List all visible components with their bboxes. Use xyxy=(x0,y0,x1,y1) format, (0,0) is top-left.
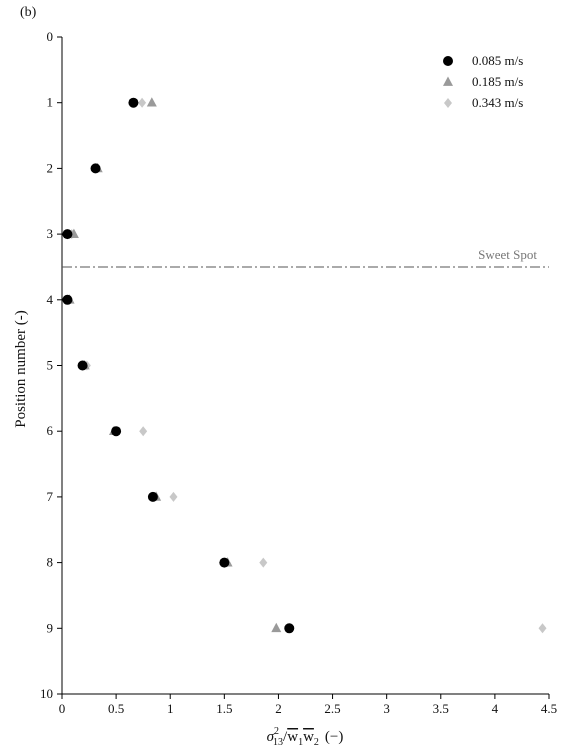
legend: 0.085 m/s 0.185 m/s 0.343 m/s xyxy=(443,53,523,110)
x-axis-title-sigma-sup: 2 xyxy=(274,726,279,737)
y-axis-title: Position number (-) xyxy=(13,310,29,428)
legend-label: 0.085 m/s xyxy=(472,53,523,68)
data-point xyxy=(62,294,73,305)
y-tick-label: 1 xyxy=(47,95,54,110)
legend-label: 0.343 m/s xyxy=(472,95,523,110)
y-tick-label: 7 xyxy=(47,489,54,504)
y-tick-label: 2 xyxy=(47,160,54,175)
x-tick-label: 2.5 xyxy=(324,701,340,716)
data-point xyxy=(284,623,295,634)
y-tick-label: 9 xyxy=(47,620,54,635)
data-point xyxy=(77,360,88,371)
data-point xyxy=(138,97,147,108)
panel-label: (b) xyxy=(20,5,37,20)
x-tick-label: 0.5 xyxy=(108,701,124,716)
data-point xyxy=(111,426,122,437)
data-point xyxy=(62,229,73,240)
data-point xyxy=(90,163,101,174)
data-point xyxy=(139,426,148,437)
legend-marker xyxy=(444,98,452,108)
y-tick-label: 8 xyxy=(47,555,54,570)
x-tick-label: 2 xyxy=(275,701,282,716)
y-tick-label: 6 xyxy=(47,423,54,438)
data-point xyxy=(259,557,268,568)
data-point xyxy=(146,97,157,107)
x-axis-title-w1-sub: 1 xyxy=(298,737,303,748)
x-axis-title-unit: (−) xyxy=(325,729,343,745)
data-point xyxy=(128,97,139,108)
x-tick-label: 0 xyxy=(59,701,66,716)
data-point xyxy=(219,557,230,568)
x-axis-title-sigma: σ xyxy=(267,729,275,745)
x-axis-title: σ2 13/w1w2 (−) xyxy=(267,726,344,748)
x-axis-title-w2: w xyxy=(303,729,314,745)
legend-marker xyxy=(443,56,453,66)
y-tick-label: 5 xyxy=(47,358,54,373)
x-axis-title-w2-sub: 2 xyxy=(314,737,319,748)
x-tick-label: 4.5 xyxy=(541,701,557,716)
x-tick-label: 4 xyxy=(492,701,499,716)
x-tick-label: 1.5 xyxy=(216,701,232,716)
x-tick-label: 3 xyxy=(383,701,390,716)
x-tick-label: 3.5 xyxy=(433,701,449,716)
x-axis-title-slash: / xyxy=(283,729,288,745)
data-point xyxy=(169,491,178,502)
y-tick-label: 10 xyxy=(40,686,53,701)
x-tick-label: 1 xyxy=(167,701,174,716)
sweet-spot-label: Sweet Spot xyxy=(478,247,537,262)
x-axis-title-w1: w xyxy=(287,729,298,745)
data-point xyxy=(271,622,282,633)
data-point xyxy=(538,623,547,634)
legend-marker xyxy=(443,76,453,86)
data-point xyxy=(147,491,158,502)
legend-label: 0.185 m/s xyxy=(472,74,523,89)
y-tick-label: 3 xyxy=(47,226,54,241)
y-tick-label: 4 xyxy=(47,292,54,307)
y-tick-label: 0 xyxy=(47,29,54,44)
x-axis-title-sigma-sub: 13 xyxy=(273,737,283,748)
